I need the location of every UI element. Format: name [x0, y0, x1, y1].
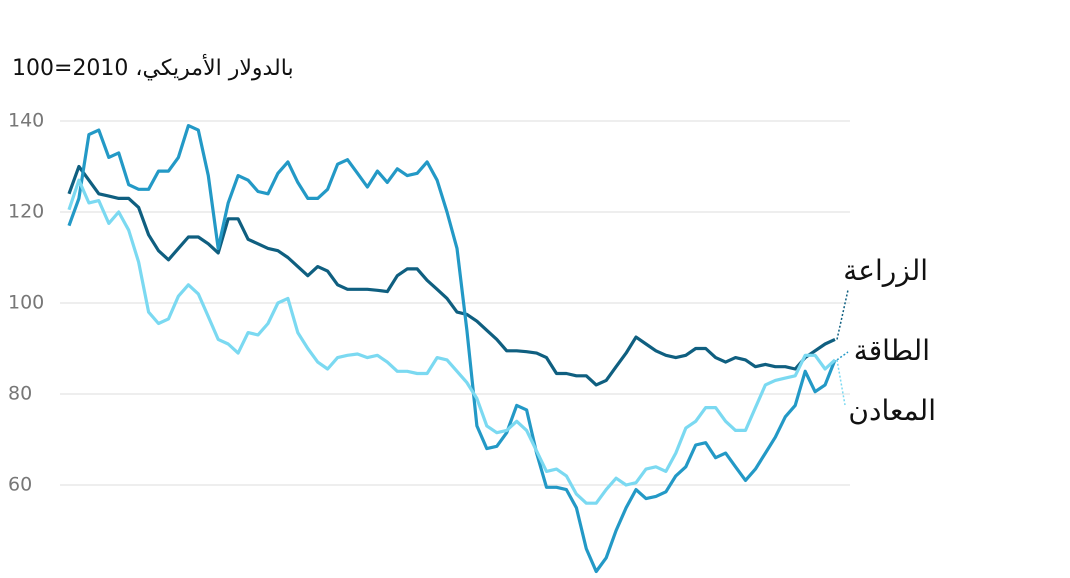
y-tick-label: 100	[8, 292, 44, 314]
line-series	[67, 124, 837, 574]
line-series	[67, 178, 837, 505]
chart-title: بالدولار الأمريكي، 2010=100	[12, 56, 294, 81]
series-label: الزراعة	[843, 254, 928, 287]
y-tick-label: 140	[8, 110, 44, 132]
y-tick-label: 60	[8, 474, 32, 496]
leader-line	[836, 289, 849, 340]
leader-line	[836, 351, 849, 361]
series-label: المعادن	[848, 394, 936, 427]
series-label: الطاقة	[854, 334, 930, 367]
leader-line	[836, 359, 846, 406]
y-tick-label: 120	[8, 201, 44, 223]
line-series	[67, 164, 836, 387]
y-tick-label: 80	[8, 383, 32, 405]
